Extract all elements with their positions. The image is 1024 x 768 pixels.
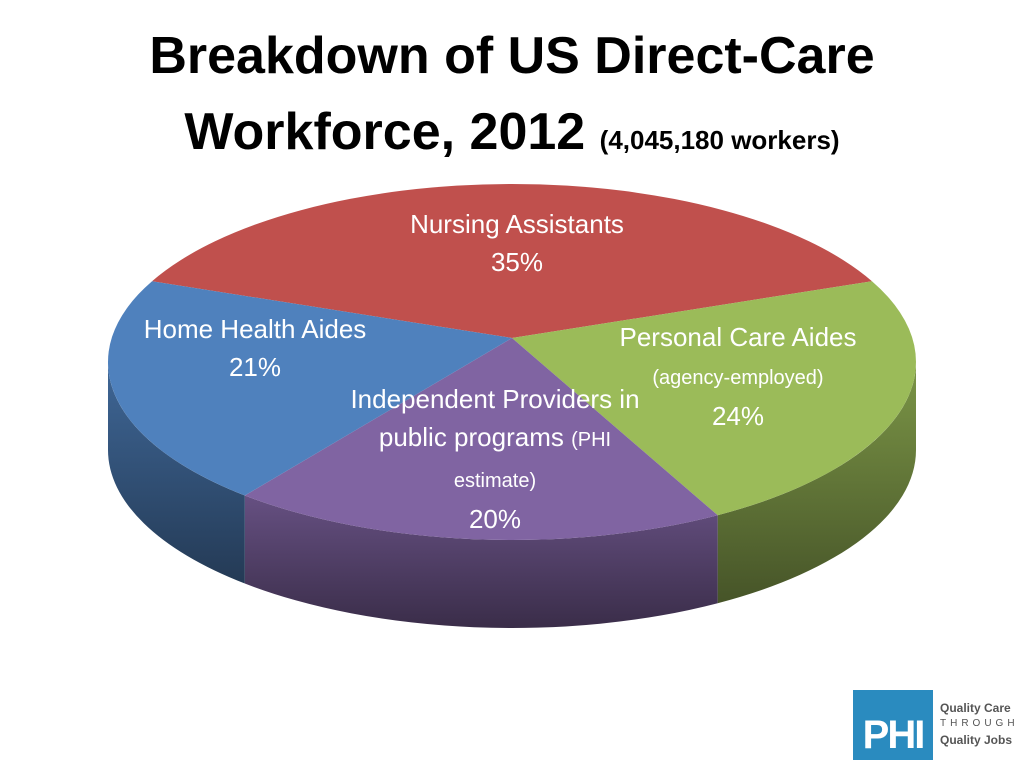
slice-side (244, 495, 718, 628)
category-label: Personal Care Aides (619, 322, 857, 352)
logo-line: THROUGH (940, 718, 1019, 729)
slice-label: Personal Care Aides (agency-employed) 24% (588, 318, 888, 435)
slice (512, 281, 916, 516)
logo-line: Quality Jobs (940, 733, 1013, 747)
category-label: Nursing Assistants (410, 209, 624, 239)
slice (152, 184, 872, 338)
logo-text: Quality Care THROUGH Quality Jobs (940, 700, 1019, 748)
value-label: 35% (490, 247, 544, 277)
slice-label: Independent Providers in public programs… (335, 380, 655, 538)
slice-side (108, 362, 245, 584)
category-note: (agency-employed) (652, 367, 824, 389)
value-label: 21% (228, 352, 282, 382)
category-label: Home Health Aides (143, 314, 367, 344)
slice-label: Nursing Assistants 35% (367, 205, 667, 281)
slice (107, 281, 512, 496)
slice-label: Home Health Aides 21% (105, 310, 405, 386)
logo-line: Quality Care (940, 701, 1011, 715)
slice-side (717, 362, 916, 604)
chart-subtitle: (4,045,180 workers) (599, 125, 840, 155)
chart-title: Breakdown of US Direct-Care Workforce, 2… (149, 27, 875, 161)
slice (244, 338, 718, 540)
value-label: 20% (468, 504, 522, 534)
category-label: Independent Providers in public programs (350, 384, 640, 452)
value-label: 24% (711, 401, 765, 431)
category-note: (PHI estimate) (453, 429, 612, 492)
title-block: Breakdown of US Direct-Care Workforce, 2… (92, 18, 932, 178)
logo-mark: PHI (853, 690, 933, 760)
